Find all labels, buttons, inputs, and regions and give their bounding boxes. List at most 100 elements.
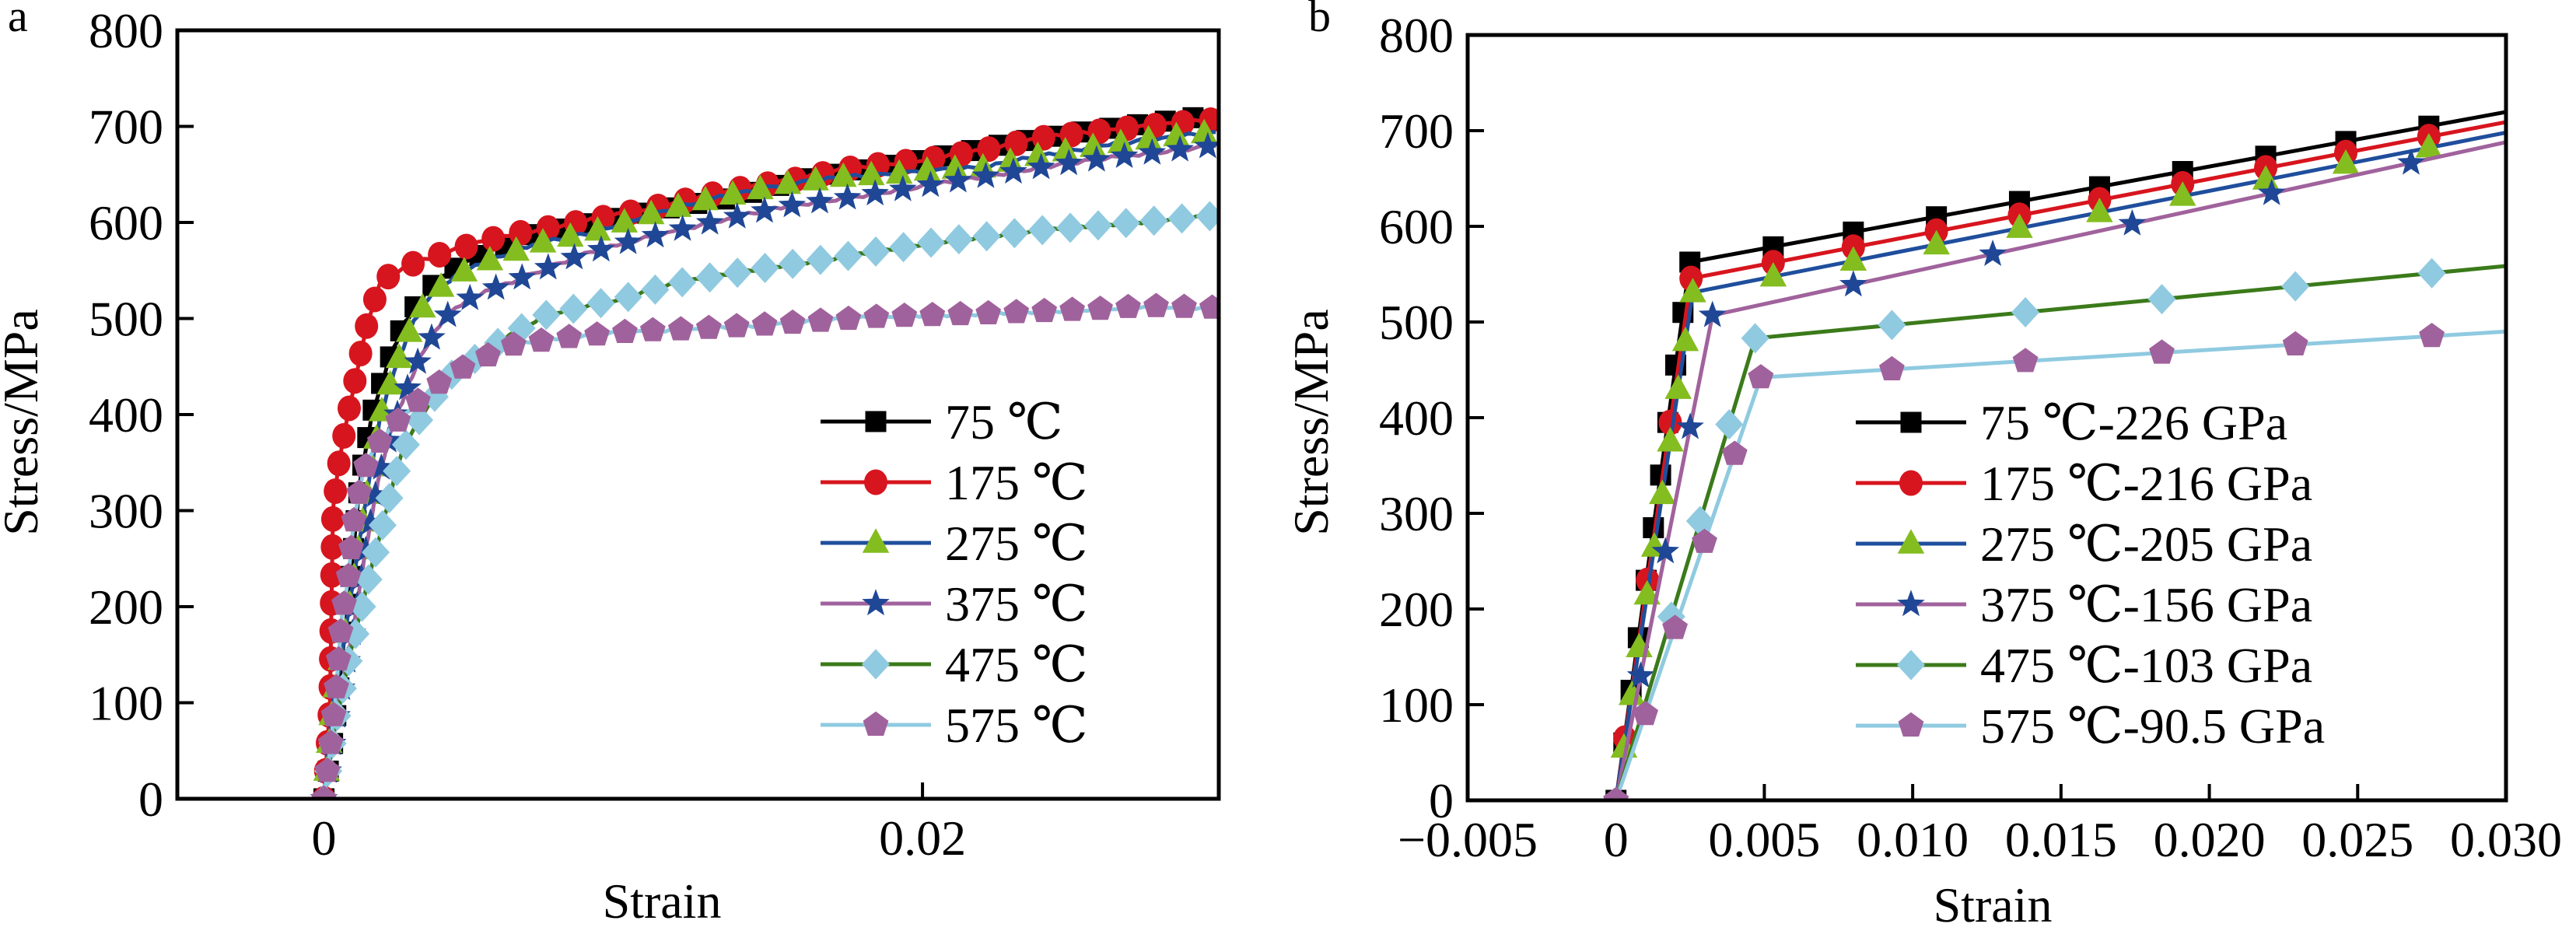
legend-marker: [1898, 712, 1924, 737]
data-point-marker: [509, 219, 533, 246]
data-point-marker: [1143, 292, 1169, 317]
data-point-marker: [1839, 270, 1867, 297]
y-tick-label: 200: [89, 579, 163, 635]
data-point-marker: [532, 299, 561, 331]
data-point-marker: [327, 618, 354, 643]
data-point-marker: [1083, 145, 1111, 172]
data-point-marker: [751, 311, 778, 336]
data-point-marker: [1679, 265, 1703, 292]
data-point-marker: [2257, 178, 2286, 205]
data-point-marker: [362, 537, 390, 568]
data-point-marker: [913, 156, 941, 181]
data-point-marker: [311, 785, 337, 799]
data-point-marker: [353, 453, 379, 478]
series-group: [310, 107, 1219, 799]
legend-item: 175 ℃-216 GPa: [1856, 456, 2312, 511]
legend-item: 75 ℃-226 GPa: [1856, 395, 2287, 450]
legend-item: 275 ℃: [821, 516, 1088, 571]
y-tick-label: 300: [1379, 486, 1454, 541]
data-point-marker: [972, 221, 1001, 252]
data-point-marker: [341, 507, 367, 532]
data-point-marker: [641, 274, 670, 305]
legend-label: 375 ℃-156 GPa: [1980, 577, 2312, 632]
series-375-156-GPa: [1614, 140, 2506, 800]
legend-item: 575 ℃: [821, 698, 1088, 753]
legend-marker: [864, 469, 887, 495]
data-point-marker: [385, 343, 413, 369]
data-point-marker: [891, 303, 918, 327]
data-point-marker: [723, 313, 750, 338]
data-point-marker: [367, 453, 396, 480]
data-point-marker: [1748, 364, 1774, 389]
data-point-marker: [1651, 537, 1680, 564]
legend-label: 175 ℃: [945, 455, 1088, 510]
y-tick-label: 500: [1379, 295, 1454, 350]
data-point-marker: [719, 180, 747, 205]
data-point-marker: [450, 354, 476, 379]
data-point-marker: [1878, 310, 1906, 341]
y-tick-label: 100: [1379, 677, 1454, 733]
y-tick-label: 600: [89, 195, 163, 250]
y-tick-label: 0: [138, 772, 163, 827]
x-tick-label: 0.015: [2005, 812, 2117, 867]
data-point-marker: [1087, 296, 1113, 320]
legend-label: 375 ℃: [945, 576, 1088, 632]
data-point-marker: [481, 226, 506, 252]
data-point-marker: [1167, 203, 1196, 234]
data-point-marker: [502, 236, 530, 261]
legend-item: 575 ℃-90.5 GPa: [1856, 698, 2325, 754]
data-point-marker: [587, 235, 615, 262]
data-point-marker: [863, 303, 890, 328]
data-point-marker: [806, 187, 834, 214]
data-point-marker: [356, 508, 385, 535]
data-point-marker: [641, 221, 670, 248]
panel-a: a Stress/MPa Strain 0 100 200 300 400 500 600 7…: [0, 0, 1221, 929]
legend-item: 275 ℃-205 GPa: [1856, 516, 2312, 572]
panel-label-b: b: [1308, 0, 1331, 41]
data-point-marker: [1657, 427, 1684, 452]
data-point-marker: [1662, 614, 1688, 639]
data-point-marker: [1626, 661, 1655, 688]
data-point-marker: [1024, 141, 1052, 166]
y-tick-label: 200: [1379, 582, 1454, 637]
data-point-marker: [586, 288, 615, 319]
data-point-marker: [1676, 412, 1704, 439]
data-point-marker: [668, 214, 697, 241]
data-point-marker: [695, 314, 722, 339]
x-tick-label: 0.030: [2450, 812, 2562, 867]
data-point-marker: [778, 191, 807, 218]
legend-marker: [1897, 649, 1925, 681]
data-point-marker: [1056, 212, 1085, 243]
series-group: [1603, 110, 2506, 800]
x-tick-label: 0: [312, 810, 337, 866]
data-point-marker: [376, 264, 401, 290]
data-point-marker: [1741, 323, 1769, 354]
data-point-marker: [556, 324, 583, 348]
data-point-marker: [368, 509, 397, 541]
legend-label: 475 ℃-103 GPa: [1980, 638, 2312, 693]
data-point-marker: [391, 429, 420, 460]
data-point-marker: [1052, 137, 1079, 162]
legend-marker: [1897, 529, 1925, 554]
data-point-marker: [557, 222, 584, 247]
y-tick-label: 500: [89, 292, 163, 347]
legend-marker: [863, 711, 889, 736]
data-point-marker: [335, 562, 362, 587]
series-575: [311, 292, 1219, 799]
data-point-marker: [861, 179, 889, 206]
data-point-marker: [325, 646, 352, 670]
data-point-marker: [2147, 284, 2176, 315]
data-point-marker: [559, 293, 588, 324]
data-point-marker: [366, 428, 393, 453]
x-axis-title-b: Strain: [1934, 877, 2053, 927]
data-point-marker: [332, 422, 356, 449]
data-point-marker: [611, 208, 639, 233]
data-point-marker: [664, 192, 692, 217]
legend-label: 75 ℃: [945, 394, 1063, 450]
y-tick-label: 0: [1429, 773, 1454, 828]
data-point-marker: [614, 282, 642, 313]
y-tick-label: 800: [1379, 8, 1454, 63]
data-point-marker: [327, 450, 351, 477]
legend-label: 575 ℃-90.5 GPa: [1980, 698, 2325, 754]
